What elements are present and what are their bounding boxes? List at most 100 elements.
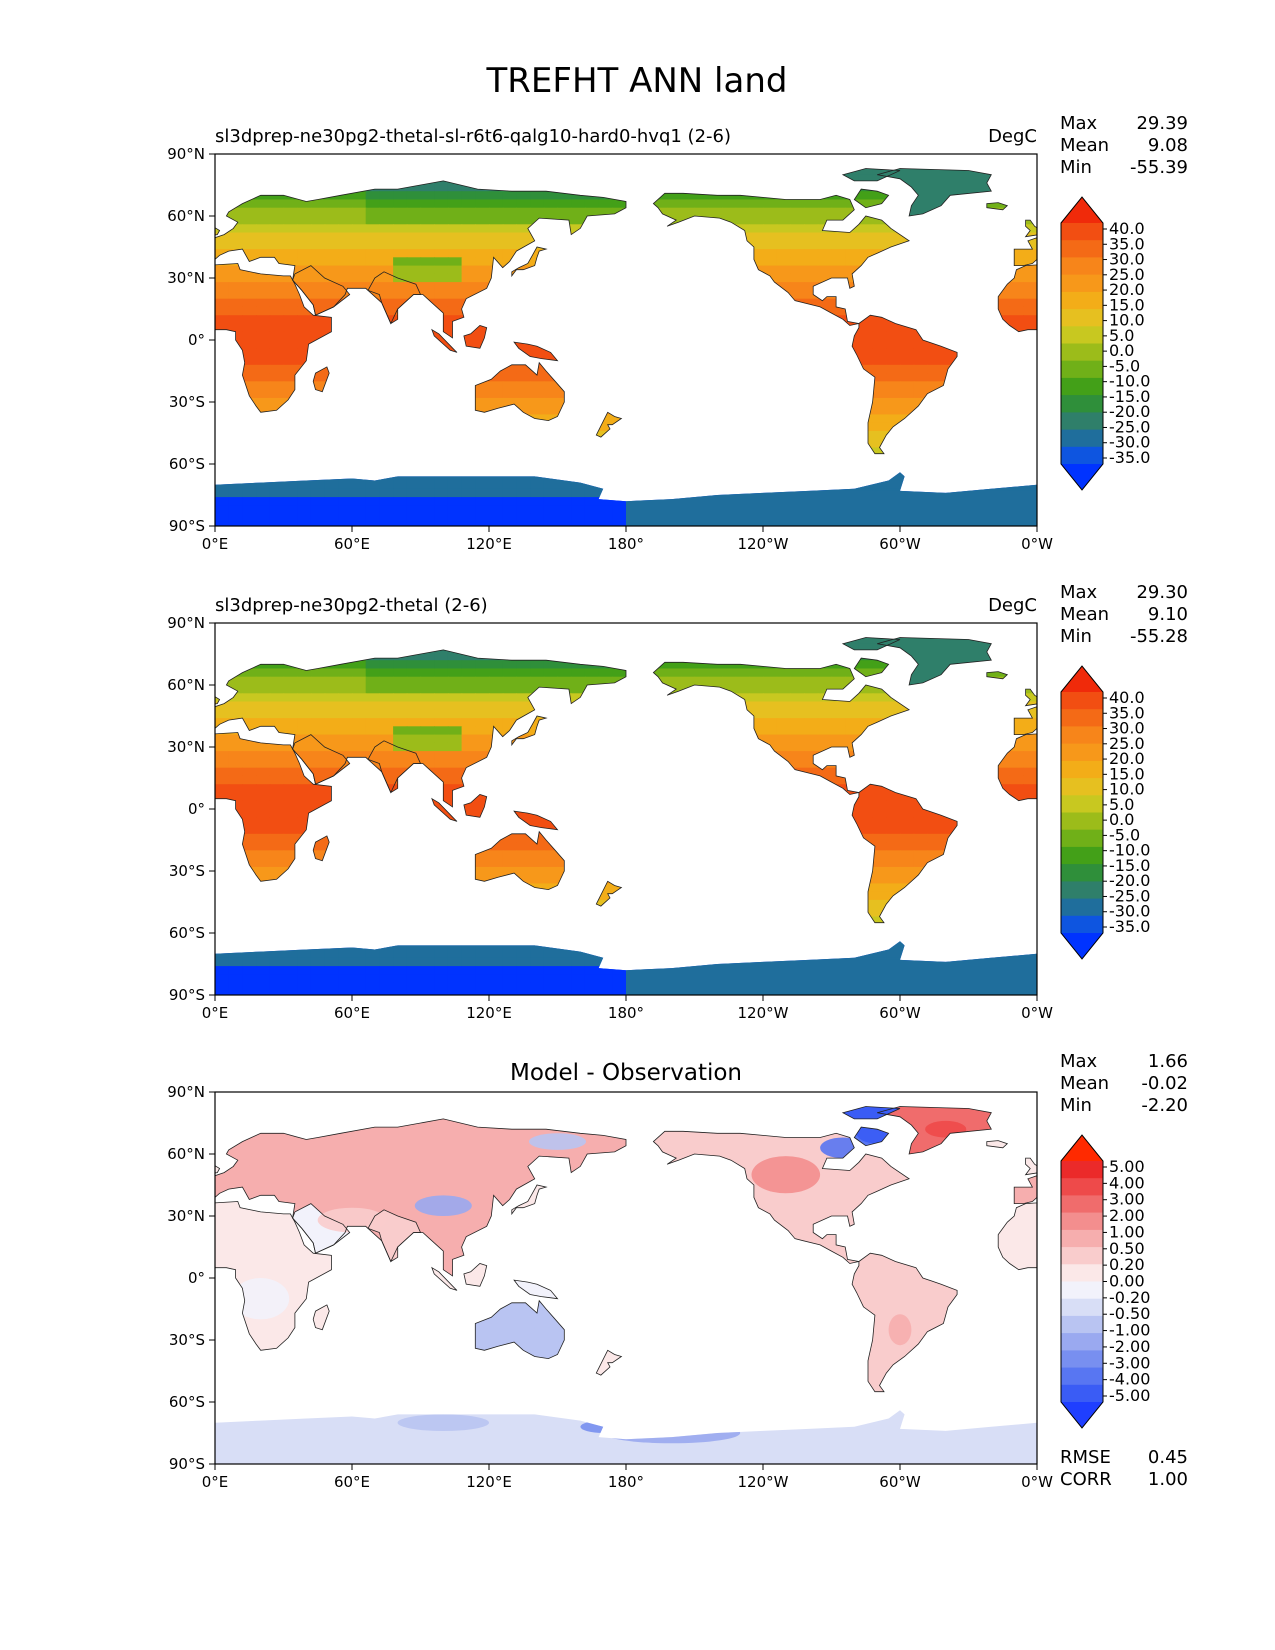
stat-value: 9.10 — [1148, 604, 1188, 625]
stat-value: -0.02 — [1141, 1073, 1188, 1094]
lat-tick-label: 60°N — [167, 207, 205, 225]
lon-tick-label: 60°E — [334, 535, 370, 553]
colorbar-label: -0.20 — [1109, 1288, 1150, 1307]
lon-tick-label: 120°W — [738, 1473, 789, 1491]
colorbar-label: -25.0 — [1109, 417, 1150, 436]
colorbar-label: -30.0 — [1109, 902, 1150, 921]
stats: Max 29.30 Mean 9.10 Min -55.28 — [1060, 582, 1188, 647]
land-sumatra — [1254, 799, 1275, 822]
stat-label: Max — [1060, 1051, 1098, 1072]
colorbar-label: -10.0 — [1109, 372, 1150, 391]
stat-value: -55.39 — [1130, 157, 1188, 178]
lon-tick-label: 120°E — [466, 535, 512, 553]
lat-tick-label: 30°N — [167, 738, 205, 756]
colorbar-label: 5.0 — [1109, 326, 1134, 345]
colorbar-label: 4.00 — [1109, 1173, 1145, 1192]
extra-stats: RMSE 0.45 CORR 1.00 — [1060, 1447, 1188, 1490]
land-newguinea — [514, 1280, 558, 1299]
colorbar-label: 35.0 — [1109, 234, 1145, 253]
stat-value: 1.66 — [1148, 1051, 1188, 1072]
lon-tick-label: 0°W — [1021, 535, 1053, 553]
land-japan — [511, 1185, 547, 1214]
lat-tick-label: 30°N — [167, 1207, 205, 1225]
panels: sl3dprep-ne30pg2-thetal-sl-r6t6-qalg10-h… — [167, 113, 1275, 1491]
colorbar-label: 35.0 — [1109, 703, 1145, 722]
stat-value: 9.08 — [1148, 135, 1188, 156]
land-india — [1190, 1210, 1243, 1262]
lat-tick-label: 90°S — [169, 517, 205, 535]
lat-tick-label: 30°N — [167, 269, 205, 287]
lon-tick-label: 60°W — [879, 535, 921, 553]
stats: Max 29.39 Mean 9.08 Min -55.39 — [1060, 113, 1188, 178]
panel-units: DegC — [988, 595, 1037, 616]
land-eurasia — [1014, 1175, 1037, 1204]
colorbar-label: 15.0 — [1109, 764, 1145, 783]
difference-patches — [232, 1120, 992, 1444]
stat-label: Max — [1060, 113, 1098, 134]
colorbar-label: -0.50 — [1109, 1304, 1150, 1323]
land-sumatra — [1254, 1268, 1275, 1291]
colorbar-label: -15.0 — [1109, 387, 1150, 406]
lat-tick-label: 60°S — [169, 924, 205, 942]
colorbar-label: -1.00 — [1109, 1321, 1150, 1340]
stat-label: Mean — [1060, 604, 1109, 625]
land-borneo — [463, 1263, 487, 1287]
colorbar-label: -35.0 — [1109, 448, 1150, 467]
land-africa — [998, 1202, 1037, 1270]
colorbar-label: 5.0 — [1109, 795, 1134, 814]
colorbar-label: -15.0 — [1109, 856, 1150, 875]
stat-value: 1.00 — [1148, 1469, 1188, 1490]
colorbar-label: 10.0 — [1109, 311, 1145, 330]
colorbar-label: -30.0 — [1109, 433, 1150, 452]
colorbar-label: 10.0 — [1109, 780, 1145, 799]
stat-value: 29.30 — [1136, 582, 1188, 603]
coastlines — [215, 1106, 1037, 1393]
temperature-bands — [215, 635, 1037, 995]
colorbar-label: 3.00 — [1109, 1190, 1145, 1209]
lat-tick-label: 60°N — [167, 1145, 205, 1163]
colorbar-label: 30.0 — [1109, 250, 1145, 269]
land-sumatra — [431, 1267, 457, 1291]
stat-label: Min — [1060, 157, 1092, 178]
stat-label: CORR — [1060, 1469, 1112, 1490]
lat-tick-label: 60°N — [167, 676, 205, 694]
colorbar-label: -2.00 — [1109, 1337, 1150, 1356]
colorbar: 40.035.030.025.020.015.010.05.00.0-5.0-1… — [1060, 196, 1150, 491]
lat-tick-label: 0° — [188, 1269, 205, 1287]
lat-tick-label: 60°S — [169, 1393, 205, 1411]
land-sumatra — [1254, 330, 1275, 353]
lon-tick-label: 180° — [608, 535, 644, 553]
stats: Max 1.66 Mean -0.02 Min -2.20 — [1060, 1051, 1188, 1116]
colorbar-label: 20.0 — [1109, 749, 1145, 768]
lat-tick-label: 90°N — [167, 145, 205, 163]
panel-title: sl3dprep-ne30pg2-thetal-sl-r6t6-qalg10-h… — [215, 126, 731, 147]
colorbar-label: -35.0 — [1109, 917, 1150, 936]
lon-tick-label: 120°E — [466, 1004, 512, 1022]
stat-label: RMSE — [1060, 1447, 1111, 1468]
stat-label: Min — [1060, 1095, 1092, 1116]
colorbar-label: -5.0 — [1109, 825, 1140, 844]
lon-tick-label: 60°E — [334, 1004, 370, 1022]
lon-tick-label: 120°W — [738, 535, 789, 553]
colorbar-label: 0.0 — [1109, 810, 1134, 829]
colorbar-label: 1.00 — [1109, 1222, 1145, 1241]
land-arabia — [292, 1203, 350, 1254]
colorbar-label: -25.0 — [1109, 886, 1150, 905]
lat-tick-label: 0° — [188, 800, 205, 818]
stat-label: Mean — [1060, 135, 1109, 156]
colorbar-label: 30.0 — [1109, 719, 1145, 738]
lon-tick-label: 0°W — [1021, 1473, 1053, 1491]
land-antarctica — [1037, 941, 1275, 995]
colorbar-label: 40.0 — [1109, 688, 1145, 707]
colorbar-label: -5.0 — [1109, 356, 1140, 375]
land-ellesmere — [842, 1106, 900, 1119]
land-india — [1190, 741, 1243, 793]
colorbar-label: 2.00 — [1109, 1206, 1145, 1225]
lat-tick-label: 90°S — [169, 1455, 205, 1473]
axis-ticks: 90°N 60°N 30°N 0° 30°S 60°S 90°S0°E 60°E 120°E 18… — [167, 614, 1053, 1022]
panel-units: DegC — [988, 126, 1037, 147]
land-antarctica — [1037, 472, 1275, 526]
lon-tick-label: 180° — [608, 1004, 644, 1022]
colorbar-label: -3.00 — [1109, 1353, 1150, 1372]
colorbar-label: 25.0 — [1109, 734, 1145, 753]
